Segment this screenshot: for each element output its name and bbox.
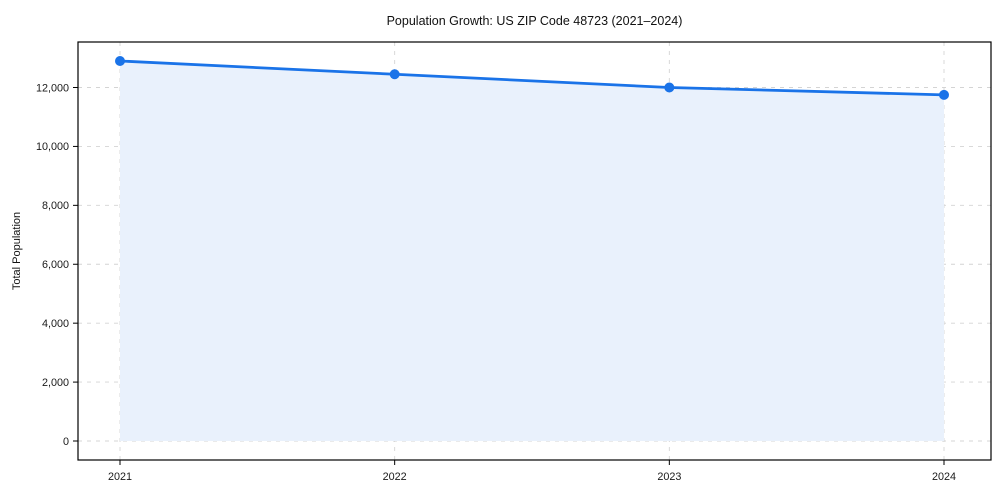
data-point-2021 [115,56,125,66]
data-point-2023 [664,82,675,93]
y-tick-label: 2,000 [42,377,69,389]
data-point-2024 [939,89,949,100]
x-tick-label: 2023 [657,471,681,483]
y-tick-label: 4,000 [42,318,69,330]
x-tick-label: 2021 [108,471,132,483]
y-tick-label: 8,000 [42,200,69,212]
data-point-2022 [389,69,400,80]
trend-line [118,59,946,97]
chart-title: Population Growth: US ZIP Code 48723 (20… [386,14,683,28]
x-tick-label: 2024 [932,471,956,483]
y-tick-label: 0 [63,436,69,448]
y-tick-label: 6,000 [42,259,69,271]
y-tick-label: 10,000 [36,141,69,153]
plot-border [77,41,992,461]
y-tick-label: 12,000 [36,82,69,94]
area-fill [120,61,944,441]
x-tick-label: 2022 [383,471,407,483]
